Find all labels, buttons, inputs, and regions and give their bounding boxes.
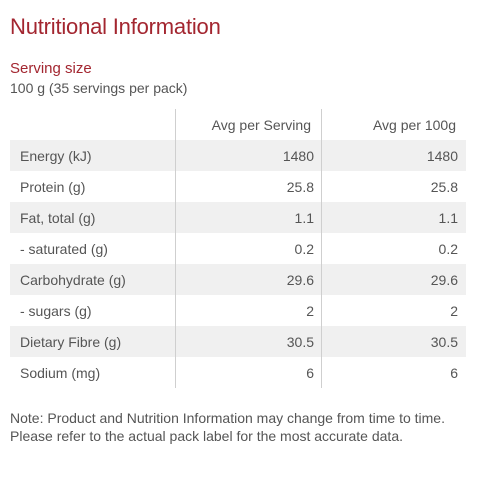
table-row: Sodium (mg) 6 6 [10,357,466,388]
row-per-serving: 29.6 [176,264,322,295]
row-per-100g: 0.2 [438,240,458,257]
header-cell-per-100g: Avg per 100g [372,116,456,133]
table-row: Energy (kJ) 1480 1480 [10,140,466,171]
row-per-100g: 6 [450,364,458,381]
row-per-serving: 25.8 [176,171,322,202]
row-per-serving: 2 [176,295,322,326]
row-label: Energy (kJ) [10,140,176,171]
page-title: Nutritional Information [10,14,221,39]
table-row: - sugars (g) 2 2 [10,295,466,326]
serving-size-heading: Serving size [10,60,92,77]
header-cell-per-serving: Avg per Serving [176,109,322,140]
row-label: - saturated (g) [10,233,176,264]
table-row: Dietary Fibre (g) 30.5 30.5 [10,326,466,357]
row-per-100g: 1480 [426,147,458,164]
table-header-row: Avg per Serving Avg per 100g [10,109,466,140]
disclaimer-note: Note: Product and Nutrition Information … [10,410,445,444]
row-per-100g: 25.8 [430,178,458,195]
row-label: - sugars (g) [10,295,176,326]
table-row: Carbohydrate (g) 29.6 29.6 [10,264,466,295]
row-per-100g: 29.6 [430,271,458,288]
row-per-serving: 1480 [176,140,322,171]
row-per-serving: 1.1 [176,202,322,233]
row-per-serving: 6 [176,357,322,388]
row-label: Sodium (mg) [10,357,176,388]
row-label: Fat, total (g) [10,202,176,233]
row-per-100g: 2 [450,302,458,319]
serving-size-value: 100 g (35 servings per pack) [10,80,188,96]
row-per-100g: 30.5 [430,333,458,350]
row-label: Protein (g) [10,171,176,202]
row-label: Carbohydrate (g) [10,264,176,295]
table-row: Fat, total (g) 1.1 1.1 [10,202,466,233]
table-row: Protein (g) 25.8 25.8 [10,171,466,202]
row-per-serving: 0.2 [176,233,322,264]
row-per-100g: 1.1 [438,209,458,226]
row-per-serving: 30.5 [176,326,322,357]
row-label: Dietary Fibre (g) [10,326,176,357]
header-cell-label [10,109,176,140]
table-row: - saturated (g) 0.2 0.2 [10,233,466,264]
nutrition-table: Avg per Serving Avg per 100g Energy (kJ)… [10,109,466,388]
